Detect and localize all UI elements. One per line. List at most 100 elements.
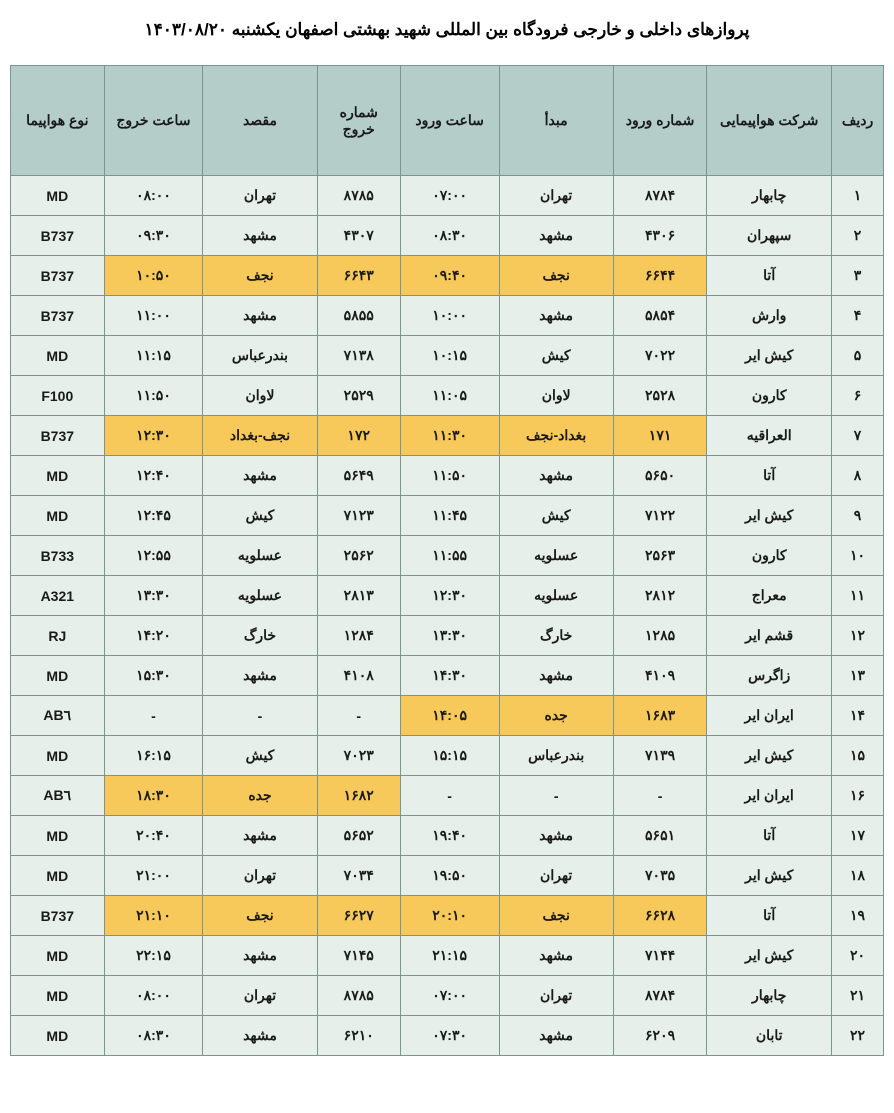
table-row: ۱چابهار۸۷۸۴تهران۰۷:۰۰۸۷۸۵تهران۰۸:۰۰MD <box>11 176 884 216</box>
cell-airline: کیش ایر <box>707 496 832 536</box>
cell-origin: خارگ <box>499 616 613 656</box>
cell-dest: مشهد <box>203 816 317 856</box>
cell-arr_time: ۱۴:۳۰ <box>400 656 499 696</box>
cell-origin: مشهد <box>499 296 613 336</box>
cell-arr_time: ۱۱:۵۵ <box>400 536 499 576</box>
cell-type: MD <box>11 1016 105 1056</box>
cell-dep_time: ۲۱:۱۰ <box>104 896 203 936</box>
cell-arr_time: ۱۰:۰۰ <box>400 296 499 336</box>
cell-idx: ۱۱ <box>832 576 884 616</box>
cell-arr_no: ۲۸۱۲ <box>613 576 707 616</box>
cell-dest: نجف <box>203 896 317 936</box>
cell-origin: جده <box>499 696 613 736</box>
cell-type: F100 <box>11 376 105 416</box>
cell-dest: خارگ <box>203 616 317 656</box>
cell-type: MD <box>11 976 105 1016</box>
cell-airline: ایران ایر <box>707 776 832 816</box>
cell-arr_no: ۷۰۳۵ <box>613 856 707 896</box>
cell-type: MD <box>11 336 105 376</box>
cell-dep_time: ۰۸:۰۰ <box>104 976 203 1016</box>
cell-dest: بندرعباس <box>203 336 317 376</box>
table-row: ۶کارون۲۵۲۸لاوان۱۱:۰۵۲۵۲۹لاوان۱۱:۵۰F100 <box>11 376 884 416</box>
table-row: ۱۰کارون۲۵۶۳عسلویه۱۱:۵۵۲۵۶۲عسلویه۱۲:۵۵B73… <box>11 536 884 576</box>
cell-arr_time: ۰۹:۴۰ <box>400 256 499 296</box>
cell-origin: لاوان <box>499 376 613 416</box>
cell-idx: ۲۱ <box>832 976 884 1016</box>
cell-dep_no: ۱۶۸۲ <box>317 776 400 816</box>
cell-dep_time: ۰۸:۳۰ <box>104 1016 203 1056</box>
cell-arr_no: ۴۱۰۹ <box>613 656 707 696</box>
cell-dep_time: ۱۲:۵۵ <box>104 536 203 576</box>
table-row: ۷العراقیه۱۷۱بغداد-نجف۱۱:۳۰۱۷۲نجف-بغداد۱۲… <box>11 416 884 456</box>
cell-dep_no: ۲۵۲۹ <box>317 376 400 416</box>
table-row: ۳آتا۶۶۴۴نجف۰۹:۴۰۶۶۴۳نجف۱۰:۵۰B737 <box>11 256 884 296</box>
table-row: ۱۴ایران ایر۱۶۸۳جده۱۴:۰۵---AB٦ <box>11 696 884 736</box>
cell-type: AB٦ <box>11 696 105 736</box>
cell-airline: آتا <box>707 456 832 496</box>
cell-airline: ایران ایر <box>707 696 832 736</box>
cell-arr_no: ۷۰۲۲ <box>613 336 707 376</box>
cell-idx: ۱۸ <box>832 856 884 896</box>
cell-type: B737 <box>11 296 105 336</box>
table-body: ۱چابهار۸۷۸۴تهران۰۷:۰۰۸۷۸۵تهران۰۸:۰۰MD۲سپ… <box>11 176 884 1056</box>
cell-type: RJ <box>11 616 105 656</box>
cell-arr_no: ۷۱۳۹ <box>613 736 707 776</box>
table-row: ۲۱چابهار۸۷۸۴تهران۰۷:۰۰۸۷۸۵تهران۰۸:۰۰MD <box>11 976 884 1016</box>
cell-origin: کیش <box>499 336 613 376</box>
table-row: ۴وارش۵۸۵۴مشهد۱۰:۰۰۵۸۵۵مشهد۱۱:۰۰B737 <box>11 296 884 336</box>
cell-arr_time: ۱۱:۰۵ <box>400 376 499 416</box>
cell-origin: مشهد <box>499 816 613 856</box>
cell-origin: - <box>499 776 613 816</box>
cell-arr_no: ۱۷۱ <box>613 416 707 456</box>
cell-dest: مشهد <box>203 656 317 696</box>
cell-airline: معراج <box>707 576 832 616</box>
cell-type: AB٦ <box>11 776 105 816</box>
cell-type: MD <box>11 656 105 696</box>
cell-arr_time: ۱۲:۳۰ <box>400 576 499 616</box>
cell-dest: مشهد <box>203 1016 317 1056</box>
cell-dep_no: ۱۷۲ <box>317 416 400 456</box>
col-airline: شرکت هواپیمایی <box>707 66 832 176</box>
cell-type: MD <box>11 736 105 776</box>
cell-dep_no: ۷۰۳۴ <box>317 856 400 896</box>
cell-dep_no: ۷۰۲۳ <box>317 736 400 776</box>
cell-origin: مشهد <box>499 1016 613 1056</box>
cell-type: MD <box>11 816 105 856</box>
table-row: ۲سپهران۴۳۰۶مشهد۰۸:۳۰۴۳۰۷مشهد۰۹:۳۰B737 <box>11 216 884 256</box>
cell-idx: ۵ <box>832 336 884 376</box>
col-arr-no: شماره ورود <box>613 66 707 176</box>
cell-airline: تابان <box>707 1016 832 1056</box>
cell-origin: مشهد <box>499 456 613 496</box>
cell-dep_time: ۰۹:۳۰ <box>104 216 203 256</box>
cell-airline: آتا <box>707 256 832 296</box>
cell-idx: ۴ <box>832 296 884 336</box>
table-row: ۱۸کیش ایر۷۰۳۵تهران۱۹:۵۰۷۰۳۴تهران۲۱:۰۰MD <box>11 856 884 896</box>
cell-arr_time: ۰۷:۰۰ <box>400 176 499 216</box>
table-row: ۱۶ایران ایر---۱۶۸۲جده۱۸:۳۰AB٦ <box>11 776 884 816</box>
cell-type: B737 <box>11 896 105 936</box>
cell-dest: - <box>203 696 317 736</box>
cell-idx: ۲۰ <box>832 936 884 976</box>
cell-airline: کارون <box>707 536 832 576</box>
cell-origin: عسلویه <box>499 536 613 576</box>
cell-origin: مشهد <box>499 936 613 976</box>
cell-airline: چابهار <box>707 976 832 1016</box>
col-idx: ردیف <box>832 66 884 176</box>
cell-arr_time: ۰۷:۳۰ <box>400 1016 499 1056</box>
cell-airline: کیش ایر <box>707 856 832 896</box>
cell-type: A321 <box>11 576 105 616</box>
cell-dest: جده <box>203 776 317 816</box>
cell-arr_no: ۶۶۲۸ <box>613 896 707 936</box>
cell-idx: ۷ <box>832 416 884 456</box>
col-type: نوع هواپیما <box>11 66 105 176</box>
cell-dep_no: ۶۲۱۰ <box>317 1016 400 1056</box>
col-dep-no: شماره خروج <box>317 66 400 176</box>
cell-origin: عسلویه <box>499 576 613 616</box>
cell-dep_no: ۶۶۴۳ <box>317 256 400 296</box>
cell-origin: نجف <box>499 256 613 296</box>
page-title: پروازهای داخلی و خارجی فرودگاه بین الملل… <box>10 20 884 40</box>
cell-arr_time: ۲۰:۱۰ <box>400 896 499 936</box>
cell-dep_time: ۱۰:۵۰ <box>104 256 203 296</box>
cell-type: B737 <box>11 256 105 296</box>
cell-dest: تهران <box>203 176 317 216</box>
